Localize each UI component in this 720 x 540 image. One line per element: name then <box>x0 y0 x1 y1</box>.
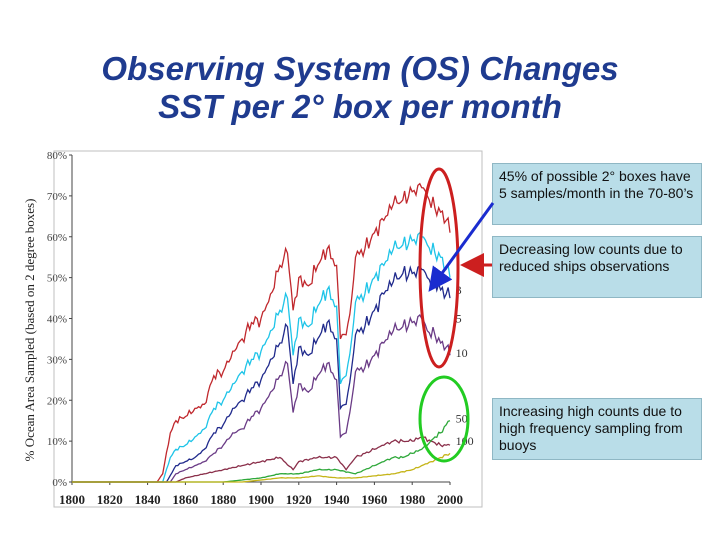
sampling-chart: % Ocean Area Sampled (based on 2 degree … <box>22 150 483 508</box>
y-tick-label: 80% <box>47 150 67 162</box>
chart-series <box>72 182 451 483</box>
x-tick-label: 1900 <box>248 492 274 507</box>
x-tick-label: 1960 <box>361 492 387 507</box>
title-line-2: SST per 2° box per month <box>158 88 562 125</box>
y-tick-label: 30% <box>47 354 67 366</box>
y-tick-label: 40% <box>47 314 67 326</box>
series-label-10: 10 <box>456 346 468 360</box>
chart-axes: 0% 10% 20% 30% 40% 50% 60% 70% 80% 1800 1820 1840 18… <box>47 150 483 508</box>
callout-increasing-high-counts: Increasing high counts due to high frequ… <box>492 398 702 460</box>
series-line-3 <box>72 264 451 483</box>
x-tick-label: 1940 <box>324 492 350 507</box>
x-tick-label: 1860 <box>172 492 198 507</box>
callout-low-count-coverage: 45% of possible 2° boxes have 5 samples/… <box>492 163 702 225</box>
y-tick-label: 10% <box>47 436 67 448</box>
series-line-100 <box>72 452 451 483</box>
y-tick-label: 70% <box>47 191 67 203</box>
series-label-5: 5 <box>456 312 462 326</box>
x-tick-label: 1880 <box>210 492 236 507</box>
callout-decreasing-low-counts: Decreasing low counts due to reduced shi… <box>492 236 702 298</box>
y-tick-label: 50% <box>47 273 67 285</box>
series-label-50: 50 <box>456 412 468 426</box>
slide-title: Observing System (OS) Changes SST per 2°… <box>0 50 720 126</box>
x-tick-label: 1820 <box>97 492 123 507</box>
x-tick-label: 1840 <box>135 492 161 507</box>
plot-border <box>53 150 483 508</box>
y-tick-label: 60% <box>47 232 67 244</box>
x-tick-label: 1980 <box>399 492 425 507</box>
series-line-50 <box>72 420 451 483</box>
series-line-10 <box>72 436 451 483</box>
green-ellipse <box>418 375 470 463</box>
x-tick-label: 1800 <box>59 492 85 507</box>
x-tick-label: 1920 <box>286 492 312 507</box>
chart-frame: % Ocean Area Sampled (based on 2 degree … <box>20 150 484 510</box>
y-axis-label: % Ocean Area Sampled (based on 2 degree … <box>22 199 37 462</box>
series-line-1 <box>72 182 451 483</box>
series-line-2 <box>72 231 451 483</box>
y-tick-label: 0% <box>52 477 67 489</box>
x-tick-label: 2000 <box>437 492 463 507</box>
y-tick-label: 20% <box>47 395 67 407</box>
title-line-1: Observing System (OS) Changes <box>101 50 619 87</box>
